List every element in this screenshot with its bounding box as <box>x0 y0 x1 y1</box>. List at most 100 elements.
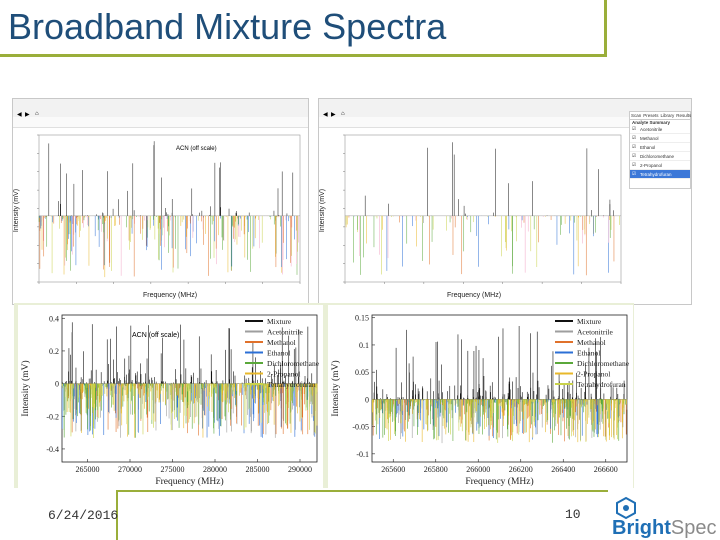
back-icon[interactable]: ◀ <box>17 112 22 118</box>
x-tick-label: 290000 <box>288 465 312 474</box>
logo-part-bright: Bright <box>612 517 671 539</box>
legend-entry: Mixture <box>267 317 292 326</box>
slide-number: 10 <box>565 507 581 522</box>
slide-title: Broadband Mixture Spectra <box>8 6 447 47</box>
right-chart-svg: 0.15 0.1 0.05 0 -0.05 -0.1 265600 265800 266000 2… <box>330 314 630 487</box>
analyte-label: 2-Propanol <box>640 162 663 168</box>
x-tick-label: 266200 <box>509 465 533 474</box>
legend-entry: Dichloromethane <box>267 359 320 368</box>
x-tick-label: 265000 <box>76 465 100 474</box>
side-panel-header: Analyte Summary <box>632 120 671 125</box>
y-tick-label: 0 <box>365 395 369 404</box>
forward-icon[interactable]: ▶ <box>331 112 336 118</box>
y-tick-label: 0.05 <box>355 368 369 377</box>
right-screenshot-ylabel: Intensity (mV) <box>319 188 327 233</box>
x-tick-label: 270000 <box>118 465 142 474</box>
forward-icon[interactable]: ▶ <box>25 112 30 118</box>
analyte-row[interactable]: ☑ Acetonitrile <box>630 125 690 134</box>
tab-scan[interactable]: Scan <box>631 113 642 118</box>
x-tick-label: 275000 <box>161 465 185 474</box>
y-tick-label: 0.2 <box>49 347 59 356</box>
legend-entry: 2-Propanol <box>267 370 300 379</box>
brightspec-logo: BrightSpec <box>612 517 716 540</box>
left-screenshot-ylabel: Intensity (mV) <box>13 188 21 233</box>
home-icon[interactable]: ⌂ <box>341 111 345 117</box>
right-screenshot-xlabel: Frequency (MHz) <box>447 292 502 299</box>
analyte-label: Ethanol <box>640 144 656 150</box>
analyte-row[interactable]: ☑ Ethanol <box>630 143 690 152</box>
x-tick-label: 280000 <box>203 465 227 474</box>
legend-entry: Methanol <box>577 338 606 347</box>
y-axis-label: Intensity (mV) <box>20 360 31 416</box>
y-tick-label: 0 <box>55 380 59 389</box>
legend-entry: Mixture <box>577 317 602 326</box>
series-tetrahydrofuran <box>61 383 317 439</box>
logo-part-spec: Spec <box>670 517 717 539</box>
legend-entry: Methanol <box>267 338 296 347</box>
mini-plot-frame <box>38 134 301 283</box>
x-tick-label: 265600 <box>381 465 405 474</box>
left-screenshot-xlabel: Frequency (MHz) <box>143 292 198 299</box>
analyte-label: Dichloromethane <box>640 153 675 159</box>
x-axis-label: Frequency (MHz) <box>155 476 223 487</box>
left-screenshot-plot <box>37 134 301 284</box>
side-panel-tabs: Scan Presets Library Results <box>630 112 692 120</box>
back-icon[interactable]: ◀ <box>323 112 328 118</box>
left-screenshot-annotation: ACN (off scale) <box>176 146 217 152</box>
legend-entry: 2-Propanol <box>577 370 610 379</box>
plot-area <box>371 314 628 463</box>
title-vertical-rule <box>604 0 607 57</box>
analyte-label: Methanol <box>640 135 659 141</box>
x-tick-label: 266000 <box>466 465 490 474</box>
legend-entry: Dichloromethane <box>577 359 630 368</box>
analyte-label: Tetrahydrofuran <box>640 171 672 177</box>
y-tick-label: -0.05 <box>352 423 369 432</box>
y-tick-label: 0.1 <box>359 341 369 350</box>
analyte-row[interactable]: ☑ Tetrahydrofuran <box>630 170 690 179</box>
tab-library[interactable]: Library <box>660 113 675 118</box>
y-tick-label: 0.15 <box>355 314 369 323</box>
x-tick-label: 266600 <box>594 465 618 474</box>
series-mixture <box>371 325 626 400</box>
analyte-row[interactable]: ☑ Dichloromethane <box>630 152 690 161</box>
home-icon[interactable]: ⌂ <box>35 111 39 117</box>
right-app-screenshot: ◀ ▶ ⌂ Frequency (MHz) Intensity (mV) Sca… <box>318 98 692 305</box>
series-mixture <box>61 322 313 384</box>
slide-date: 6/24/2016 <box>48 508 119 523</box>
x-axis-label: Frequency (MHz) <box>465 476 533 487</box>
chart-annotation: ACN (off scale) <box>132 332 179 339</box>
mini-plot-frame <box>344 134 622 283</box>
legend-entry: Tetrahydrofuran <box>577 380 626 389</box>
analyte-row[interactable]: ☑ Methanol <box>630 134 690 143</box>
right-screenshot-plot <box>343 134 622 284</box>
footer-rule <box>116 490 608 492</box>
x-tick-label: 265800 <box>424 465 448 474</box>
y-tick-label: -0.2 <box>46 412 59 421</box>
series-tetrahydrofuran <box>372 399 627 443</box>
legend-entry: Tetrahydrofuran <box>267 380 316 389</box>
brightspec-logo-icon <box>616 496 636 520</box>
legend-entry: Ethanol <box>267 349 290 358</box>
title-underline <box>0 54 604 57</box>
analyte-row[interactable]: ☑ 2-Propanol <box>630 161 690 170</box>
window-titlebar: ◀ ▶ ⌂ <box>13 99 308 118</box>
right-chart: 0.15 0.1 0.05 0 -0.05 -0.1 265600 265800 266000 2… <box>328 305 633 488</box>
x-tick-label: 285000 <box>246 465 270 474</box>
analyte-side-panel: Scan Presets Library Results Analyte Sum… <box>629 111 691 189</box>
footer-vertical-rule <box>116 490 118 540</box>
y-tick-label: 0.4 <box>49 314 59 323</box>
x-tick-label: 266400 <box>551 465 575 474</box>
legend-entry: Acetonitrile <box>267 328 303 337</box>
left-app-screenshot: ◀ ▶ ⌂ ACN (off scale) Frequency (MHz) In… <box>12 98 309 305</box>
legend-entry: Ethanol <box>577 349 600 358</box>
legend-entry: Acetonitrile <box>577 328 613 337</box>
y-tick-label: -0.4 <box>46 445 59 454</box>
tab-presets[interactable]: Presets <box>643 113 659 118</box>
y-axis-label: Intensity (mV) <box>330 360 341 416</box>
analyte-label: Acetonitrile <box>640 126 663 132</box>
y-tick-label: -0.1 <box>356 450 369 459</box>
left-chart-svg: 0.4 0.2 0 -0.2 -0.4 265000 270000 275000 280000 2… <box>20 314 320 487</box>
tab-results[interactable]: Results <box>676 113 692 118</box>
